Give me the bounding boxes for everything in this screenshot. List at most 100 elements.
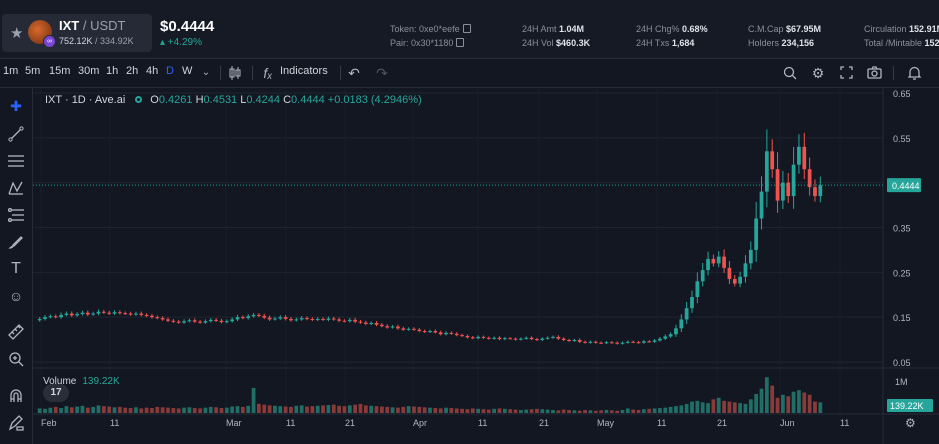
candle-body (652, 340, 657, 342)
trend-line-icon[interactable] (6, 124, 26, 144)
market-header: ★ ∞ IXT / USDT 752.12K / 334.92K $0.4444… (0, 0, 939, 59)
candle-body (449, 332, 454, 334)
volume-bar (684, 403, 689, 413)
candlestick-type-icon[interactable] (225, 63, 245, 83)
brush-icon[interactable] (6, 232, 26, 252)
candle-body (438, 332, 443, 335)
axis-settings-gear-icon[interactable]: ⚙ (905, 416, 916, 430)
volume-label: Volume (43, 376, 77, 387)
volume-bar (668, 406, 673, 413)
candle-body (481, 336, 486, 338)
token-address-stat[interactable]: Token: 0xe0*eefe (390, 24, 471, 34)
fx-icon[interactable]: fₓ (263, 65, 273, 81)
timeframe-w[interactable]: W (182, 65, 193, 77)
magnet-icon[interactable] (6, 386, 26, 406)
settings-gear-icon[interactable]: ⚙ (811, 65, 825, 81)
timeframe-5m[interactable]: 5m (25, 65, 41, 77)
stat-value: 152 (924, 38, 939, 48)
candle-body (331, 318, 336, 320)
volume-bar (128, 408, 133, 413)
candle-body (412, 328, 416, 330)
candle-body (593, 341, 598, 343)
close-value: 0.4444 (291, 94, 325, 106)
candle-body (123, 313, 128, 315)
pair-quote: / USDT (79, 18, 126, 33)
timeframe-1h[interactable]: 1h (106, 65, 119, 77)
price-chart[interactable]: 0.650.550.450.350.250.150.050.44441M139.… (33, 88, 939, 444)
candle-body (492, 337, 497, 339)
camera-icon[interactable] (864, 63, 884, 83)
emoji-icon[interactable]: ☺ (8, 288, 24, 304)
ruler-icon[interactable] (6, 322, 26, 342)
volume-bar (802, 392, 807, 413)
candle-body (444, 332, 448, 335)
zoom-search-icon[interactable] (780, 63, 800, 83)
candle-body (658, 338, 662, 341)
timeframe-4h[interactable]: 4h (146, 65, 159, 77)
candle-body (53, 316, 58, 318)
fib-tool-icon[interactable] (6, 205, 26, 225)
favorite-star-icon[interactable]: ★ (10, 25, 24, 42)
candle-body (599, 342, 603, 344)
volume-bar (390, 407, 395, 413)
candle-body (433, 331, 438, 333)
close-label: C (283, 94, 292, 106)
candle-body (305, 318, 309, 320)
volume-bar (203, 407, 208, 413)
candle-body (540, 338, 545, 341)
stat-label: 24H Chg% (636, 24, 680, 34)
candle-body (337, 319, 341, 321)
chevron-down-icon[interactable]: ⌄ (201, 67, 211, 78)
fullscreen-icon[interactable] (836, 63, 856, 83)
pair-address-stat[interactable]: Pair: 0x30*1180 (390, 38, 465, 48)
volume-bar (155, 406, 160, 413)
volume-bar (722, 400, 726, 413)
volume-bar (224, 407, 229, 413)
drawing-toolbar: ✚ T ☺ (0, 88, 33, 444)
volume-bar (53, 406, 58, 413)
copy-icon[interactable] (462, 24, 471, 33)
high-label: H (195, 94, 204, 106)
timeframe-30m[interactable]: 30m (78, 65, 100, 77)
volume-bar (48, 407, 53, 413)
price-change: ▴ +4.29% (160, 37, 202, 48)
candle-body (64, 313, 69, 315)
volume-bar (43, 408, 47, 413)
candle-body (321, 318, 325, 320)
candle-body (224, 321, 229, 323)
volume-bar (476, 408, 480, 413)
volume-bar (283, 406, 288, 413)
text-tool-icon[interactable]: T (11, 260, 21, 277)
timeframe-1m[interactable]: 1m (3, 65, 19, 77)
indicators-button[interactable]: Indicators (280, 65, 328, 77)
candle-body (80, 312, 85, 315)
stat-label: Circulation (864, 24, 907, 34)
zoom-in-icon[interactable] (6, 349, 26, 369)
time-axis-tick: Jun (780, 418, 795, 428)
timeframe-2h[interactable]: 2h (126, 65, 139, 77)
candlestick-chart[interactable]: 0.650.550.450.350.250.150.050.44441M139.… (33, 88, 939, 444)
volume-bar (508, 409, 513, 413)
timeframe-15m[interactable]: 15m (49, 65, 71, 77)
pair-name: IXT / USDT (59, 18, 125, 33)
pair-selector[interactable]: ★ ∞ IXT / USDT 752.12K / 334.92K (2, 14, 152, 52)
pattern-tool-icon[interactable] (6, 178, 26, 198)
candle-body (583, 341, 587, 343)
volume-bar (674, 406, 678, 413)
timeframe-d[interactable]: D (166, 65, 174, 77)
candle-body (577, 340, 582, 342)
alert-bell-icon[interactable] (904, 63, 924, 83)
horizontal-lines-icon[interactable] (6, 151, 26, 171)
tradingview-logo[interactable]: 17 (43, 384, 69, 402)
copy-icon[interactable] (456, 38, 465, 47)
volume-bar (567, 409, 571, 413)
pair-volume-short: 334.92K (100, 36, 134, 46)
stat-value: 234,156 (781, 38, 815, 48)
crosshair-icon[interactable]: ✚ (10, 98, 22, 114)
undo-icon[interactable]: ↶ (348, 65, 360, 81)
redo-icon[interactable]: ↷ (376, 65, 388, 81)
draw-lock-icon[interactable] (6, 413, 26, 433)
stat-value: $460.3K (556, 38, 591, 48)
volume-bar (123, 407, 128, 413)
current-price: $0.4444 (160, 18, 215, 35)
